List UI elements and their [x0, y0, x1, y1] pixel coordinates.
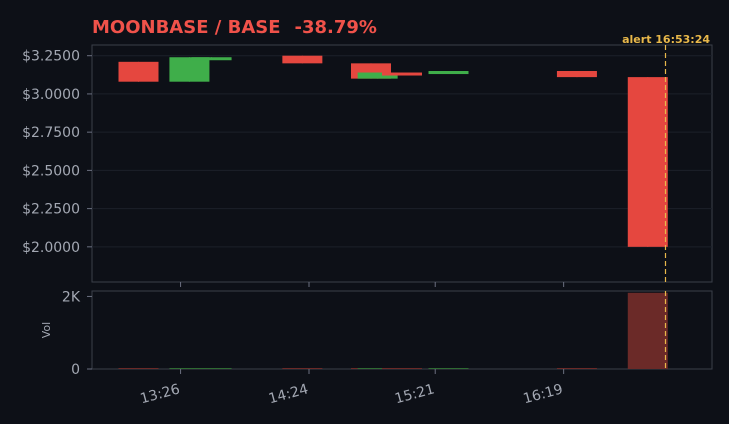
volume-axis-label: Vol: [40, 322, 53, 338]
candle-body: [428, 70, 469, 75]
volume-bar: [382, 368, 422, 369]
x-tick-label: 15:21: [393, 381, 436, 407]
chart-title: MOONBASE / BASE -38.79%: [92, 17, 377, 38]
alert-label: alert 16:53:24: [622, 33, 710, 46]
volume-tick-label: 2K: [62, 289, 81, 305]
volume-panel-frame: [91, 290, 713, 370]
volume-bar: [428, 368, 469, 369]
volume-bar: [169, 368, 210, 369]
volume-bar: [627, 292, 668, 369]
candle-body: [357, 72, 398, 79]
y-tick-label: $3.0000: [22, 87, 80, 103]
candle-body: [169, 57, 210, 82]
candle-body: [118, 61, 159, 82]
y-tick-label: $2.0000: [22, 240, 80, 256]
candle-body: [382, 72, 422, 76]
candle-body: [556, 70, 597, 78]
candle-body: [191, 57, 232, 61]
candle-body: [627, 77, 668, 247]
volume-bar: [556, 368, 597, 369]
y-tick-label: $2.2500: [22, 202, 80, 218]
candle-body: [282, 55, 323, 64]
x-tick-label: 13:26: [138, 381, 181, 407]
x-tick-label: 16:19: [522, 381, 565, 407]
y-tick-label: $2.5000: [22, 163, 80, 179]
volume-bar: [282, 368, 323, 369]
x-tick-label: 14:24: [267, 381, 310, 407]
volume-bar: [118, 368, 159, 369]
volume-tick-label: 0: [71, 362, 80, 378]
y-tick-label: $3.2500: [22, 49, 80, 65]
y-tick-label: $2.7500: [22, 125, 80, 141]
volume-bar: [191, 368, 232, 369]
price-panel-frame: [91, 44, 713, 283]
volume-bar: [357, 368, 398, 369]
